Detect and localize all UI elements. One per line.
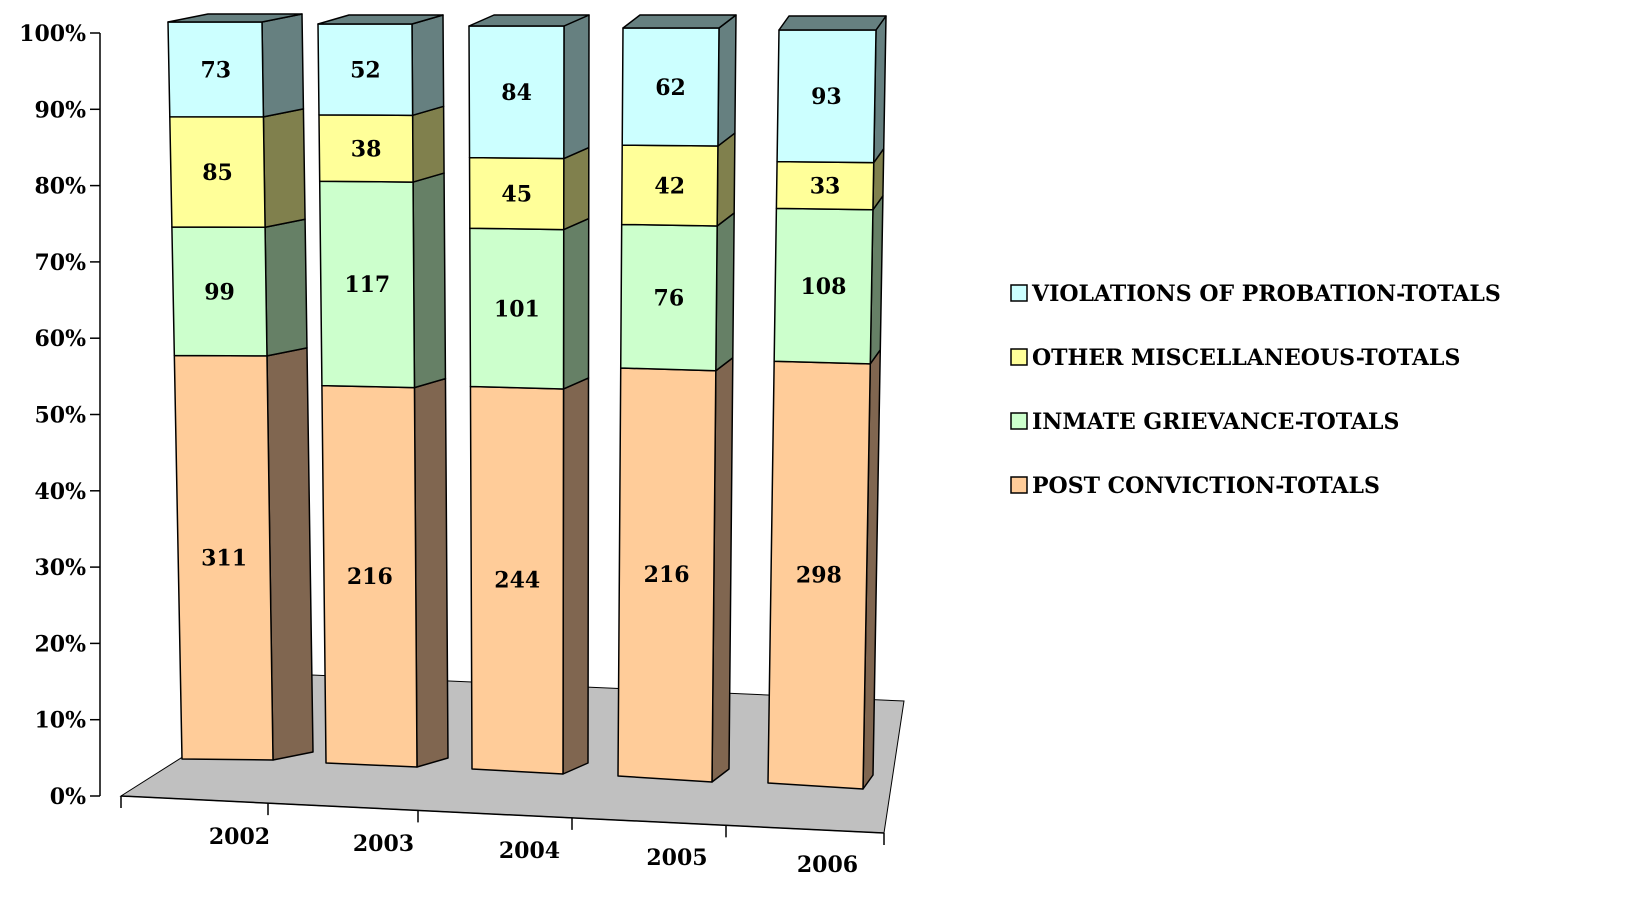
data-label: 85 — [202, 160, 233, 186]
data-label: 99 — [204, 279, 235, 305]
bar-side — [716, 132, 736, 227]
y-tick-label: 40% — [34, 479, 86, 505]
bar-side — [715, 212, 735, 372]
data-label: 101 — [494, 296, 540, 322]
x-tick-label: 2006 — [797, 852, 858, 878]
data-label: 33 — [810, 174, 841, 200]
bar-top — [622, 14, 737, 29]
x-tick-label: 2005 — [646, 845, 707, 871]
bar-top — [778, 15, 887, 31]
bar-side — [262, 108, 306, 229]
x-tick-label: 2004 — [499, 838, 560, 864]
bar-stack-2002: 311 99 85 73 — [167, 13, 314, 761]
legend: VIOLATIONS OF PROBATION-TOTALS OTHER MISC… — [1010, 281, 1501, 499]
legend-item: OTHER MISCELLANEOUS-TOTALS — [1010, 345, 1460, 371]
bar-side — [563, 14, 590, 160]
y-tick-label: 70% — [34, 250, 86, 276]
legend-swatch — [1010, 412, 1028, 430]
bar-side — [413, 377, 449, 768]
y-axis: 0% 10% 20% 30% 40% 50% 60% 70% 80% 90% 100% — [19, 21, 101, 810]
data-label: 84 — [501, 80, 532, 106]
y-tick-label: 0% — [50, 784, 86, 810]
bar-top — [167, 13, 303, 23]
y-tick-label: 60% — [34, 326, 86, 352]
data-label: 108 — [800, 274, 846, 300]
data-label: 42 — [654, 173, 685, 199]
data-label: 73 — [200, 57, 231, 83]
legend-label: INMATE GRIEVANCE-TOTALS — [1032, 409, 1399, 435]
y-tick-label: 80% — [34, 174, 86, 200]
y-tick-label: 20% — [34, 631, 86, 657]
data-label: 38 — [351, 136, 382, 162]
bars: 311 99 85 73 216 117 38 52 244 101 45 84 216 76 42 62 29… — [167, 13, 887, 790]
bar-side — [562, 146, 590, 231]
data-label: 298 — [796, 562, 842, 588]
data-label: 93 — [811, 84, 842, 110]
legend-label: VIOLATIONS OF PROBATION-TOTALS — [1031, 281, 1501, 307]
data-label: 76 — [654, 285, 685, 311]
bar-side — [562, 377, 590, 775]
data-label: 311 — [201, 546, 247, 572]
legend-item: VIOLATIONS OF PROBATION-TOTALS — [1010, 281, 1501, 307]
legend-swatch — [1010, 348, 1028, 366]
data-label: 117 — [344, 272, 390, 298]
legend-swatch — [1010, 284, 1028, 302]
legend-label: POST CONVICTION-TOTALS — [1032, 473, 1380, 499]
data-label: 216 — [644, 562, 690, 588]
legend-swatch — [1010, 476, 1028, 494]
bar-side — [266, 347, 314, 761]
y-tick-label: 90% — [34, 97, 86, 123]
y-tick-label: 30% — [34, 555, 86, 581]
legend-label: OTHER MISCELLANEOUS-TOTALS — [1032, 345, 1460, 371]
bar-side — [411, 105, 445, 183]
bar-top — [468, 14, 590, 27]
y-tick-label: 10% — [34, 708, 86, 734]
bar-side — [412, 172, 447, 389]
x-tick-label: 2002 — [209, 824, 270, 850]
bar-stack-2006: 298 108 33 93 — [767, 15, 887, 790]
data-label: 216 — [347, 564, 393, 590]
data-label: 62 — [655, 75, 686, 101]
bar-stack-2004: 244 101 45 84 — [468, 14, 590, 775]
data-label: 52 — [350, 58, 381, 84]
bar-side — [264, 218, 308, 357]
bar-side — [411, 14, 445, 117]
x-tick-label: 2003 — [353, 831, 414, 857]
bar-side — [717, 14, 737, 147]
legend-item: INMATE GRIEVANCE-TOTALS — [1010, 409, 1399, 435]
bar-stack-2003: 216 117 38 52 — [317, 14, 449, 768]
bar-side — [261, 13, 305, 118]
y-tick-label: 100% — [19, 21, 86, 47]
y-tick-label: 50% — [34, 403, 86, 429]
x-axis: 2002 2003 2004 2005 2006 — [120, 795, 885, 878]
data-label: 244 — [494, 568, 540, 594]
bar-side — [562, 217, 590, 390]
bar-top — [317, 14, 444, 25]
data-label: 45 — [501, 182, 532, 208]
bar-stack-2005: 216 76 42 62 — [617, 14, 737, 783]
x-axis-line — [120, 795, 885, 834]
legend-item: POST CONVICTION-TOTALS — [1010, 473, 1380, 499]
